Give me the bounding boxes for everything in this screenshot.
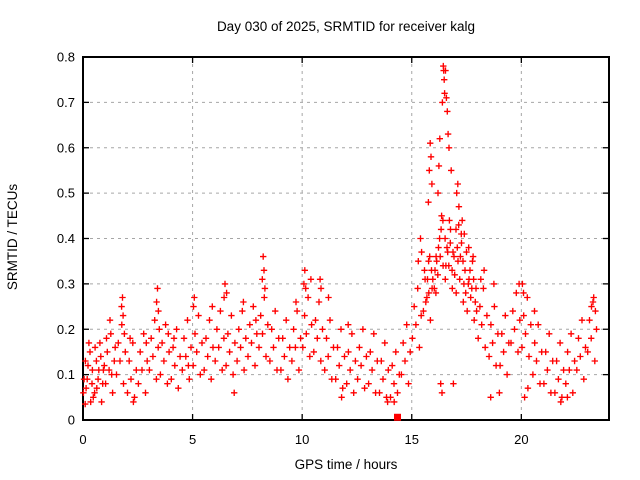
axis-ticks — [82, 56, 609, 421]
x-tick-label: 10 — [295, 432, 309, 447]
y-tick-label: 0.1 — [57, 367, 75, 382]
y-tick-label: 0.2 — [57, 322, 75, 337]
y-tick-label: 0.4 — [57, 231, 75, 246]
x-axis-label: GPS time / hours — [295, 457, 398, 472]
x-tick-label: 5 — [189, 432, 196, 447]
grid-lines — [83, 57, 609, 420]
x-tick-label: 0 — [79, 432, 86, 447]
y-tick-label: 0.6 — [57, 140, 75, 155]
scatter-series-SRMTID — [80, 62, 600, 408]
square-marker-zero-flag — [394, 413, 402, 421]
y-axis-label: SRMTID / TECUs — [5, 184, 20, 291]
x-tick-label: 15 — [405, 432, 419, 447]
y-tick-label: 0.7 — [57, 95, 75, 110]
y-tick-label: 0.5 — [57, 186, 75, 201]
y-tick-label: 0.8 — [57, 50, 75, 65]
chart-title: Day 030 of 2025, SRMTID for receiver kal… — [217, 19, 475, 34]
y-tick-labels: 0 0.1 0.2 0.3 0.4 0.5 0.6 0.7 0.8 — [57, 50, 75, 428]
x-tick-labels: 0 5 10 15 20 — [79, 432, 528, 447]
y-tick-label: 0 — [68, 413, 75, 428]
y-tick-label: 0.3 — [57, 276, 75, 291]
data-points — [80, 62, 600, 421]
x-tick-label: 20 — [514, 432, 528, 447]
